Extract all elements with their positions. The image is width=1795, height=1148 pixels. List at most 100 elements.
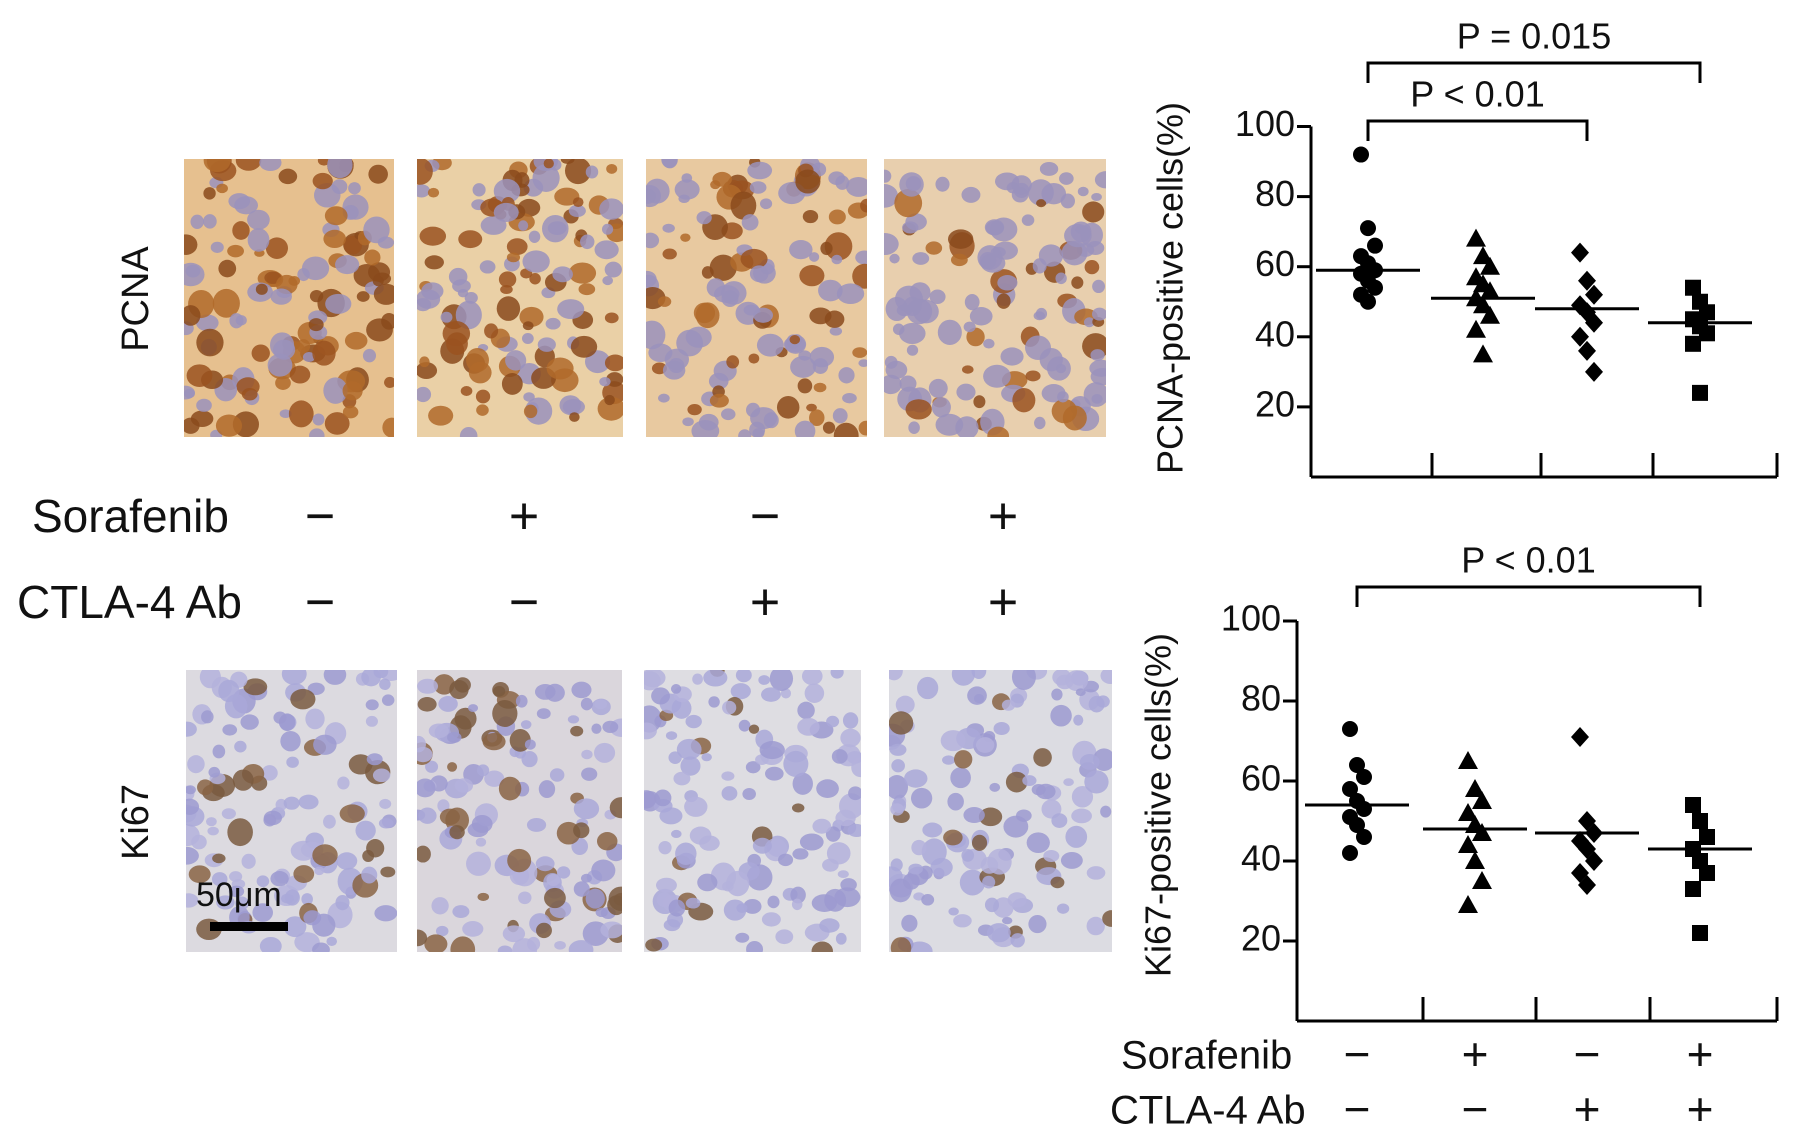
nucleus	[983, 364, 1011, 388]
nucleus	[674, 179, 700, 200]
dot	[1342, 781, 1358, 797]
nucleus	[922, 822, 943, 838]
nucleus	[983, 338, 995, 349]
nucleus	[738, 719, 751, 732]
nucleus	[752, 837, 772, 854]
nucleus	[847, 823, 861, 838]
nucleus	[1060, 852, 1083, 869]
nucleus	[840, 878, 857, 892]
nucleus	[506, 238, 528, 256]
nucleus	[365, 715, 378, 727]
nucleus	[673, 771, 691, 786]
nucleus	[501, 373, 523, 395]
nucleus	[323, 814, 336, 829]
nucleus	[607, 895, 622, 916]
nucleus	[644, 670, 666, 688]
nucleus	[802, 209, 819, 224]
nucleus	[312, 942, 330, 952]
nucleus	[361, 866, 378, 884]
micrograph	[417, 159, 623, 437]
p-value: P < 0.01	[1410, 74, 1544, 115]
y-tick-label: 40	[1255, 313, 1295, 354]
nucleus	[890, 937, 912, 952]
nucleus	[597, 396, 623, 421]
treatment-sign: +	[509, 488, 539, 546]
nucleus	[425, 760, 439, 773]
nucleus	[889, 711, 914, 735]
nucleus	[917, 676, 939, 700]
dot	[1571, 242, 1589, 263]
nucleus	[959, 869, 986, 896]
nucleus	[543, 159, 554, 169]
nucleus	[1032, 258, 1047, 274]
nucleus	[658, 393, 670, 403]
nucleus	[722, 700, 737, 715]
dot	[1699, 865, 1715, 881]
nucleus	[604, 394, 615, 406]
nucleus	[701, 266, 714, 279]
nucleus	[831, 749, 848, 764]
nucleus	[379, 678, 391, 691]
nucleus	[442, 321, 471, 347]
nucleus	[570, 335, 598, 358]
nucleus	[600, 921, 622, 939]
nucleus	[925, 241, 943, 255]
nucleus	[281, 670, 307, 685]
dot	[1585, 312, 1603, 333]
nucleus	[1091, 307, 1106, 321]
dot	[1356, 769, 1372, 785]
nucleus	[428, 723, 449, 739]
nucleus	[464, 291, 478, 304]
nucleus	[208, 766, 221, 778]
nucleus	[210, 241, 224, 253]
nucleus	[186, 798, 200, 815]
nucleus	[468, 704, 479, 713]
nucleus	[671, 829, 682, 838]
nucleus	[498, 776, 522, 801]
nucleus	[267, 353, 293, 377]
nucleus	[184, 234, 198, 255]
nucleus	[493, 685, 506, 697]
nucleus	[951, 670, 976, 686]
nucleus	[197, 779, 214, 796]
nucleus	[502, 925, 526, 943]
nucleus	[279, 409, 292, 418]
nucleus	[275, 375, 291, 390]
nucleus	[855, 250, 867, 265]
nucleus	[1036, 199, 1047, 208]
nucleus	[889, 670, 903, 681]
nucleus	[247, 209, 270, 230]
nucleus	[950, 253, 968, 267]
nucleus	[256, 875, 270, 888]
nucleus	[281, 893, 294, 904]
dot	[1356, 801, 1372, 817]
nucleus	[1077, 186, 1089, 197]
nucleus	[203, 214, 217, 229]
nucleus	[1062, 405, 1087, 431]
nucleus	[646, 178, 670, 204]
nucleus	[804, 683, 825, 703]
nucleus	[606, 372, 623, 387]
nucleus	[905, 176, 922, 192]
nucleus	[417, 845, 431, 863]
nucleus	[824, 310, 845, 328]
dot	[1367, 237, 1383, 254]
nucleus	[326, 936, 338, 946]
nucleus	[1051, 813, 1068, 828]
nucleus	[986, 923, 1011, 943]
nucleus	[428, 405, 454, 426]
nucleus	[889, 743, 907, 756]
nucleus	[680, 233, 691, 242]
nucleus	[449, 825, 465, 840]
nucleus	[763, 412, 779, 429]
nucleus	[708, 696, 720, 708]
nucleus	[1082, 201, 1105, 223]
nucleus	[743, 898, 762, 914]
nucleus	[889, 775, 909, 800]
nucleus	[795, 169, 821, 194]
nucleus	[742, 787, 756, 800]
nucleus	[828, 209, 846, 225]
nucleus	[477, 892, 490, 901]
nucleus	[929, 289, 946, 304]
nucleus	[440, 311, 453, 323]
